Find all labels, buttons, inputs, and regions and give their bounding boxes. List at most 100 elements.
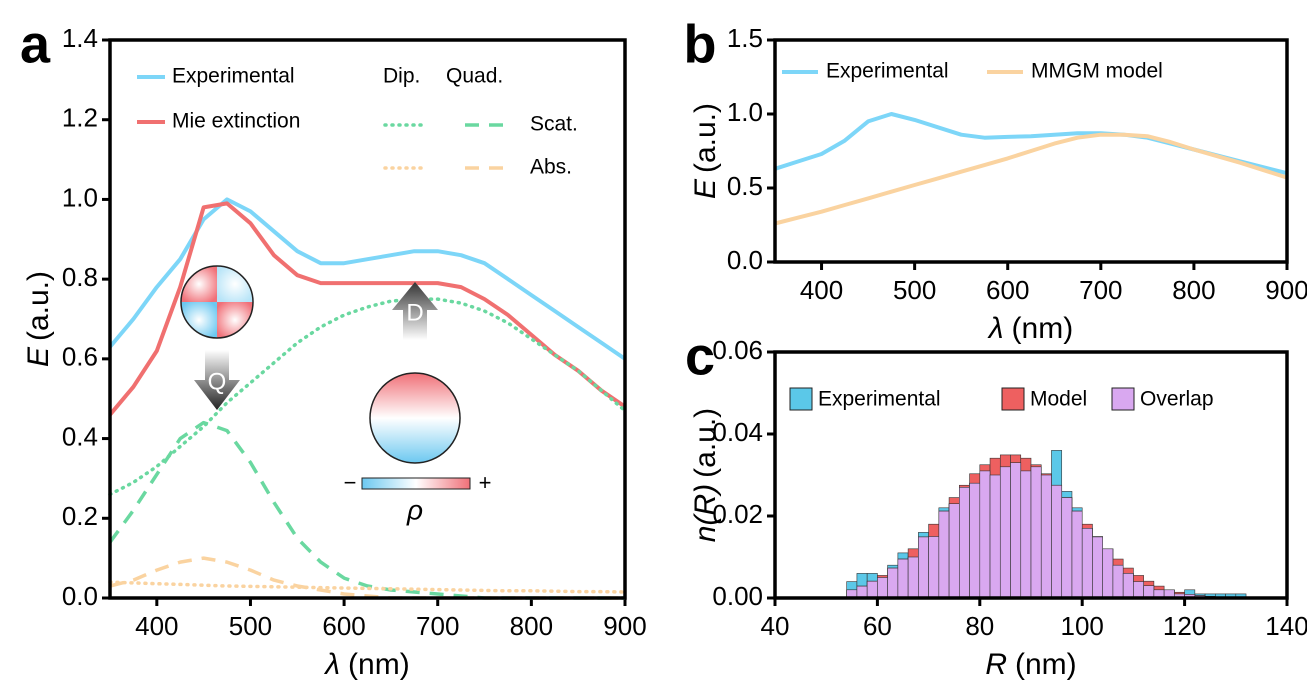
y-tick-label: 0.0 [62, 581, 98, 611]
axis-symbol: λ [323, 648, 340, 681]
x-tick-label: 500 [229, 611, 272, 641]
x-tick-label: 60 [863, 611, 892, 641]
histogram-bar [938, 510, 950, 599]
histogram-bar [1061, 497, 1073, 599]
legend-label: Experimental [172, 65, 295, 88]
histogram-bar [1071, 510, 1083, 599]
y-axis-label: n(R) (a.u.) [689, 408, 722, 542]
panel-label: a [20, 14, 51, 74]
histogram-bar [928, 536, 940, 599]
axis-unit: (nm) [348, 648, 410, 681]
y-axis-label: E (a.u.) [22, 271, 55, 367]
x-tick-label: 800 [1172, 275, 1215, 305]
histogram-bar [1051, 484, 1063, 599]
axis-symbol: n(R) [689, 484, 722, 542]
histogram-bar [918, 536, 929, 599]
arrow [392, 282, 438, 340]
legend-label: Experimental [826, 60, 949, 83]
y-tick-label: 0.8 [62, 262, 98, 292]
histogram-bar [866, 580, 878, 599]
colorbar [361, 477, 471, 490]
y-tick-label: 0.02 [712, 499, 763, 529]
y-tick-label: 0.4 [62, 421, 98, 451]
annotations: Q D − + ρ [180, 265, 492, 525]
axis-unit: (a.u.) [689, 103, 722, 173]
x-tick-label: 600 [986, 275, 1029, 305]
series-line [108, 297, 627, 497]
histogram-bar [1102, 548, 1114, 599]
legend-label: Overlap [1140, 388, 1214, 411]
y-tick-label: 0.2 [62, 501, 98, 531]
legend-label: Mie extinction [172, 110, 300, 133]
histogram-bar [1040, 474, 1052, 599]
y-tick-label: 0.06 [712, 335, 763, 365]
y-tick-label: 1.2 [62, 103, 98, 133]
panel-label: c [685, 326, 715, 386]
x-tick-label: 700 [1079, 275, 1122, 305]
axis-symbol: E [689, 178, 722, 199]
y-tick-label: 0.04 [712, 417, 763, 447]
y-tick-label: 0.5 [727, 171, 763, 201]
histogram-bar [1122, 573, 1134, 599]
series-line [774, 132, 1288, 226]
x-tick-label: 600 [322, 611, 365, 641]
arrow [194, 350, 240, 410]
annotation: Q [208, 368, 227, 395]
histogram-bar [959, 486, 970, 599]
axis-unit: (a.u.) [22, 271, 55, 341]
histogram-bar [897, 558, 909, 599]
plot-frame [773, 350, 1289, 600]
histogram-bar [1092, 536, 1103, 599]
plot-frame [108, 38, 627, 600]
legend-label: MMGM model [1031, 60, 1163, 83]
series-line [108, 580, 627, 594]
y-tick-label: 1.4 [62, 23, 98, 53]
annotation: D [406, 299, 423, 326]
histogram-bar [856, 585, 868, 599]
histogram-bar [979, 470, 991, 599]
panel-label: b [684, 14, 717, 74]
series-line [108, 420, 625, 600]
legend-row-label: Scat. [530, 113, 578, 136]
axis-unit: (nm) [1015, 648, 1077, 681]
legend-row-label: Abs. [530, 156, 572, 179]
colorbar-min: − [344, 470, 357, 495]
histogram-bar [907, 556, 919, 599]
axis-unit: (a.u.) [689, 408, 722, 478]
colorbar-label: ρ [406, 494, 423, 525]
axis-unit: (nm) [1012, 312, 1074, 345]
x-axis-label: R (nm) [985, 648, 1076, 681]
legend-label: Experimental [818, 388, 941, 411]
colorbar-max: + [479, 470, 492, 495]
plot-frame [773, 38, 1289, 264]
y-tick-label: 0.6 [62, 342, 98, 372]
x-tick-label: 400 [135, 611, 178, 641]
legend-swatch [789, 387, 813, 411]
axis-symbol: E [22, 346, 55, 367]
x-axis-label: λ (nm) [987, 312, 1073, 345]
y-tick-label: 1.0 [727, 97, 763, 127]
x-tick-label: 140 [1265, 611, 1307, 641]
legend-swatch [1111, 387, 1135, 411]
histogram-bar [1030, 466, 1042, 599]
histogram-bar [1081, 527, 1093, 599]
legend-label: Model [1030, 388, 1087, 411]
legend-header: Quad. [446, 65, 503, 88]
x-tick-label: 100 [1061, 611, 1104, 641]
series-line [108, 197, 627, 361]
x-tick-label: 400 [800, 275, 843, 305]
histogram-bar [969, 482, 981, 599]
y-axis-label: E (a.u.) [689, 103, 722, 199]
y-tick-label: 0.0 [727, 245, 763, 275]
series-line [109, 556, 625, 600]
x-tick-label: 900 [603, 611, 646, 641]
x-tick-label: 900 [1265, 275, 1307, 305]
histogram-bar [989, 474, 1001, 599]
dipole-inset [369, 372, 461, 464]
x-tick-label: 80 [965, 611, 994, 641]
histogram-bar [1133, 581, 1144, 599]
quadrupole-inset [180, 265, 254, 339]
histogram-bar [1020, 470, 1032, 599]
y-tick-label: 0.00 [712, 581, 763, 611]
